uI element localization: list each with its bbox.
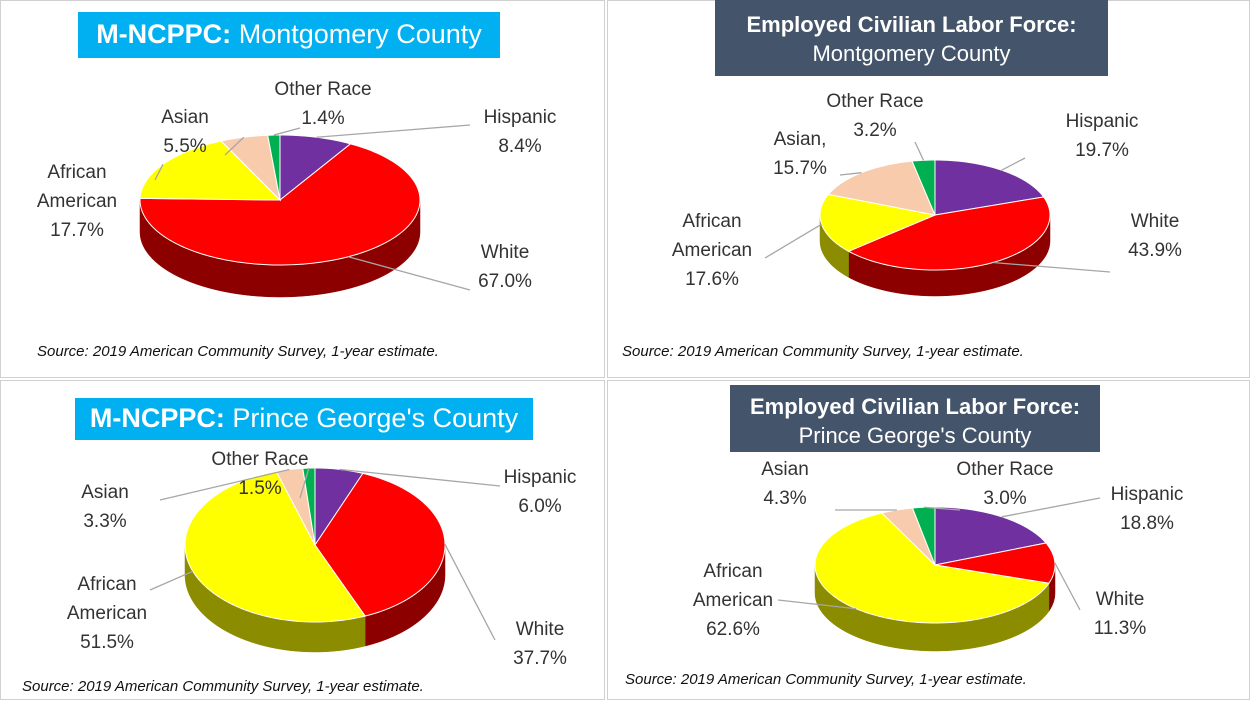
data-label: White 67.0% [478,242,532,292]
data-label: Other Race 3.0% [956,459,1053,509]
label-word: American [37,191,117,212]
label-value: 37.7% [513,648,567,669]
label-value: 6.0% [518,496,561,517]
chart-title: M-NCPPC: Montgomery County [96,19,482,49]
data-label: Other Race 3.2% [826,91,923,141]
label-category: Asian [761,459,809,480]
source-note: Source: 2019 American Community Survey, … [625,671,1027,688]
label-category: White [516,619,565,640]
data-label: Asian 3.3% [81,482,129,532]
label-category: African American [693,561,773,611]
data-label: Other Race 1.4% [274,79,371,129]
leader-line [915,142,923,160]
data-label: Asian, 15.7% [773,129,827,179]
label-value: 4.3% [763,488,806,509]
label-value: 17.6% [685,269,739,290]
data-label: Asian 4.3% [761,459,809,509]
data-label: African American 17.7% [37,162,117,241]
label-value: 62.6% [706,619,760,640]
label-word: African [47,162,106,183]
label-value: 1.4% [301,108,344,129]
label-category: Other Race [274,79,371,100]
label-category: Other Race [956,459,1053,480]
source-note: Source: 2019 American Community Survey, … [37,343,439,360]
label-category: White [1096,589,1145,610]
label-category: Other Race [826,91,923,112]
label-word: American [693,590,773,611]
label-value: 3.0% [983,488,1026,509]
label-value: 8.4% [498,136,541,157]
label-value: 18.8% [1120,513,1174,534]
title-text: Prince George's County [799,423,1032,448]
pie-tops [185,468,445,622]
title-lead: M-NCPPC: [96,19,231,49]
label-word: American [67,603,147,624]
label-category: White [1131,211,1180,232]
label-category: Hispanic [1066,111,1139,132]
label-word: African [682,211,741,232]
leader-line [274,128,300,135]
data-label: Hispanic 8.4% [484,107,557,157]
label-value: 11.3% [1094,618,1147,639]
data-label: White 37.7% [513,619,567,669]
label-word: African [703,561,762,582]
title-lead: Employed Civilian Labor Force: [746,12,1076,37]
label-category: Other Race [211,449,308,470]
leader-line [1002,158,1025,170]
label-value: 5.5% [163,136,206,157]
label-category: Hispanic [1111,484,1184,505]
label-category: Asian [81,482,129,503]
data-label: Hispanic 19.7% [1066,111,1139,161]
title-text: Montgomery County [239,19,483,49]
label-value: 1.5% [238,478,281,499]
label-value: 43.9% [1128,240,1182,261]
label-value: 3.3% [83,511,126,532]
label-value: 3.2% [853,120,896,141]
label-category: White [481,242,530,263]
label-category: African American [672,211,752,261]
pie-tops [820,160,1050,270]
label-value: 15.7% [773,158,827,179]
title-lead: M-NCPPC: [90,403,225,433]
title-text: Montgomery County [812,41,1010,66]
data-label: African American 51.5% [67,574,147,653]
label-category: Asian, [774,129,827,150]
source-note: Source: 2019 American Community Survey, … [22,678,424,695]
label-category: Asian [161,107,209,128]
label-value: 17.7% [50,220,104,241]
data-label: Hispanic 18.8% [1111,484,1184,534]
data-label: Asian 5.5% [161,107,209,157]
label-category: African American [37,162,117,212]
leader-line [765,224,822,258]
data-label: White 11.3% [1094,589,1147,639]
data-label: African American 62.6% [693,561,773,640]
chart-title: M-NCPPC: Prince George's County [90,403,519,433]
label-word: African [77,574,136,595]
label-category: African American [67,574,147,624]
label-category: Hispanic [484,107,557,128]
label-value: 19.7% [1075,140,1129,161]
label-value: 51.5% [80,632,134,653]
data-label: White 43.9% [1128,211,1182,261]
leader-line [1055,563,1080,610]
data-label: Hispanic 6.0% [504,467,577,517]
leader-line [445,544,495,640]
label-value: 67.0% [478,271,532,292]
title-text: Prince George's County [232,403,518,433]
source-note: Source: 2019 American Community Survey, … [622,343,1024,360]
pie-tops [815,507,1055,623]
data-label: African American 17.6% [672,211,752,290]
title-lead: Employed Civilian Labor Force: [750,394,1080,419]
label-word: American [672,240,752,261]
label-category: Hispanic [504,467,577,488]
